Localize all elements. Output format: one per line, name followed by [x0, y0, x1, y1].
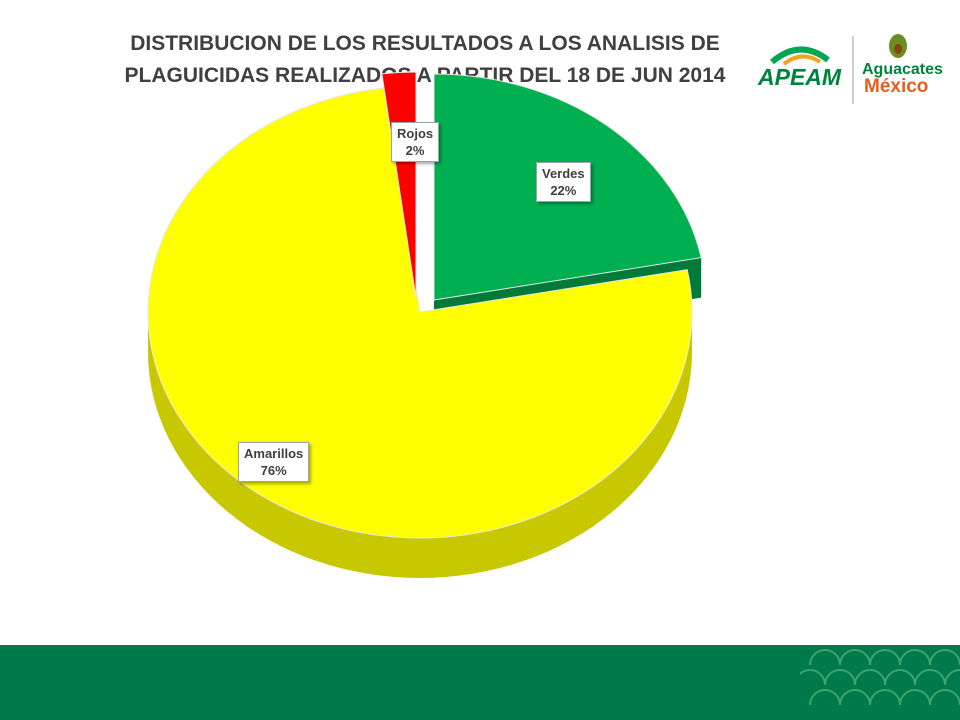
rojos-data-label: Rojos 2% — [391, 122, 440, 162]
rojos-label-value: 2% — [405, 143, 425, 158]
pie-slice-amarillos — [147, 87, 693, 539]
amarillos-label-name: Amarillos — [244, 446, 304, 461]
verdes-data-label: Verdes 22% — [536, 162, 591, 202]
amarillos-label-value: 76% — [260, 463, 287, 478]
aguacates-logo-text: Aguacates — [862, 61, 943, 78]
title-line-1: DISTRIBUCION DE LOS RESULTADOS A LOS ANA… — [130, 32, 720, 55]
logos-area: APEAM Aguacates México — [750, 30, 950, 110]
rojos-label-name: Rojos — [397, 126, 434, 141]
apeam-logo-icon: APEAM Aguacates México — [757, 34, 943, 104]
chart-title: DISTRIBUCION DE LOS RESULTADOS A LOS ANA… — [110, 28, 740, 92]
footer-band — [0, 645, 960, 720]
footer-pattern-icon — [800, 649, 960, 706]
apeam-logo-text: APEAM — [757, 64, 842, 90]
mexico-logo-text: México — [864, 76, 928, 97]
verdes-label-name: Verdes — [542, 166, 585, 181]
pie-side-amarillos — [148, 312, 692, 578]
verdes-label-value: 22% — [550, 183, 577, 198]
pie-chart — [147, 71, 702, 578]
amarillos-data-label: Amarillos 76% — [238, 442, 310, 482]
title-line-2: PLAGUICIDAS REALIZADOS A PARTIR DEL 18 D… — [124, 64, 726, 87]
